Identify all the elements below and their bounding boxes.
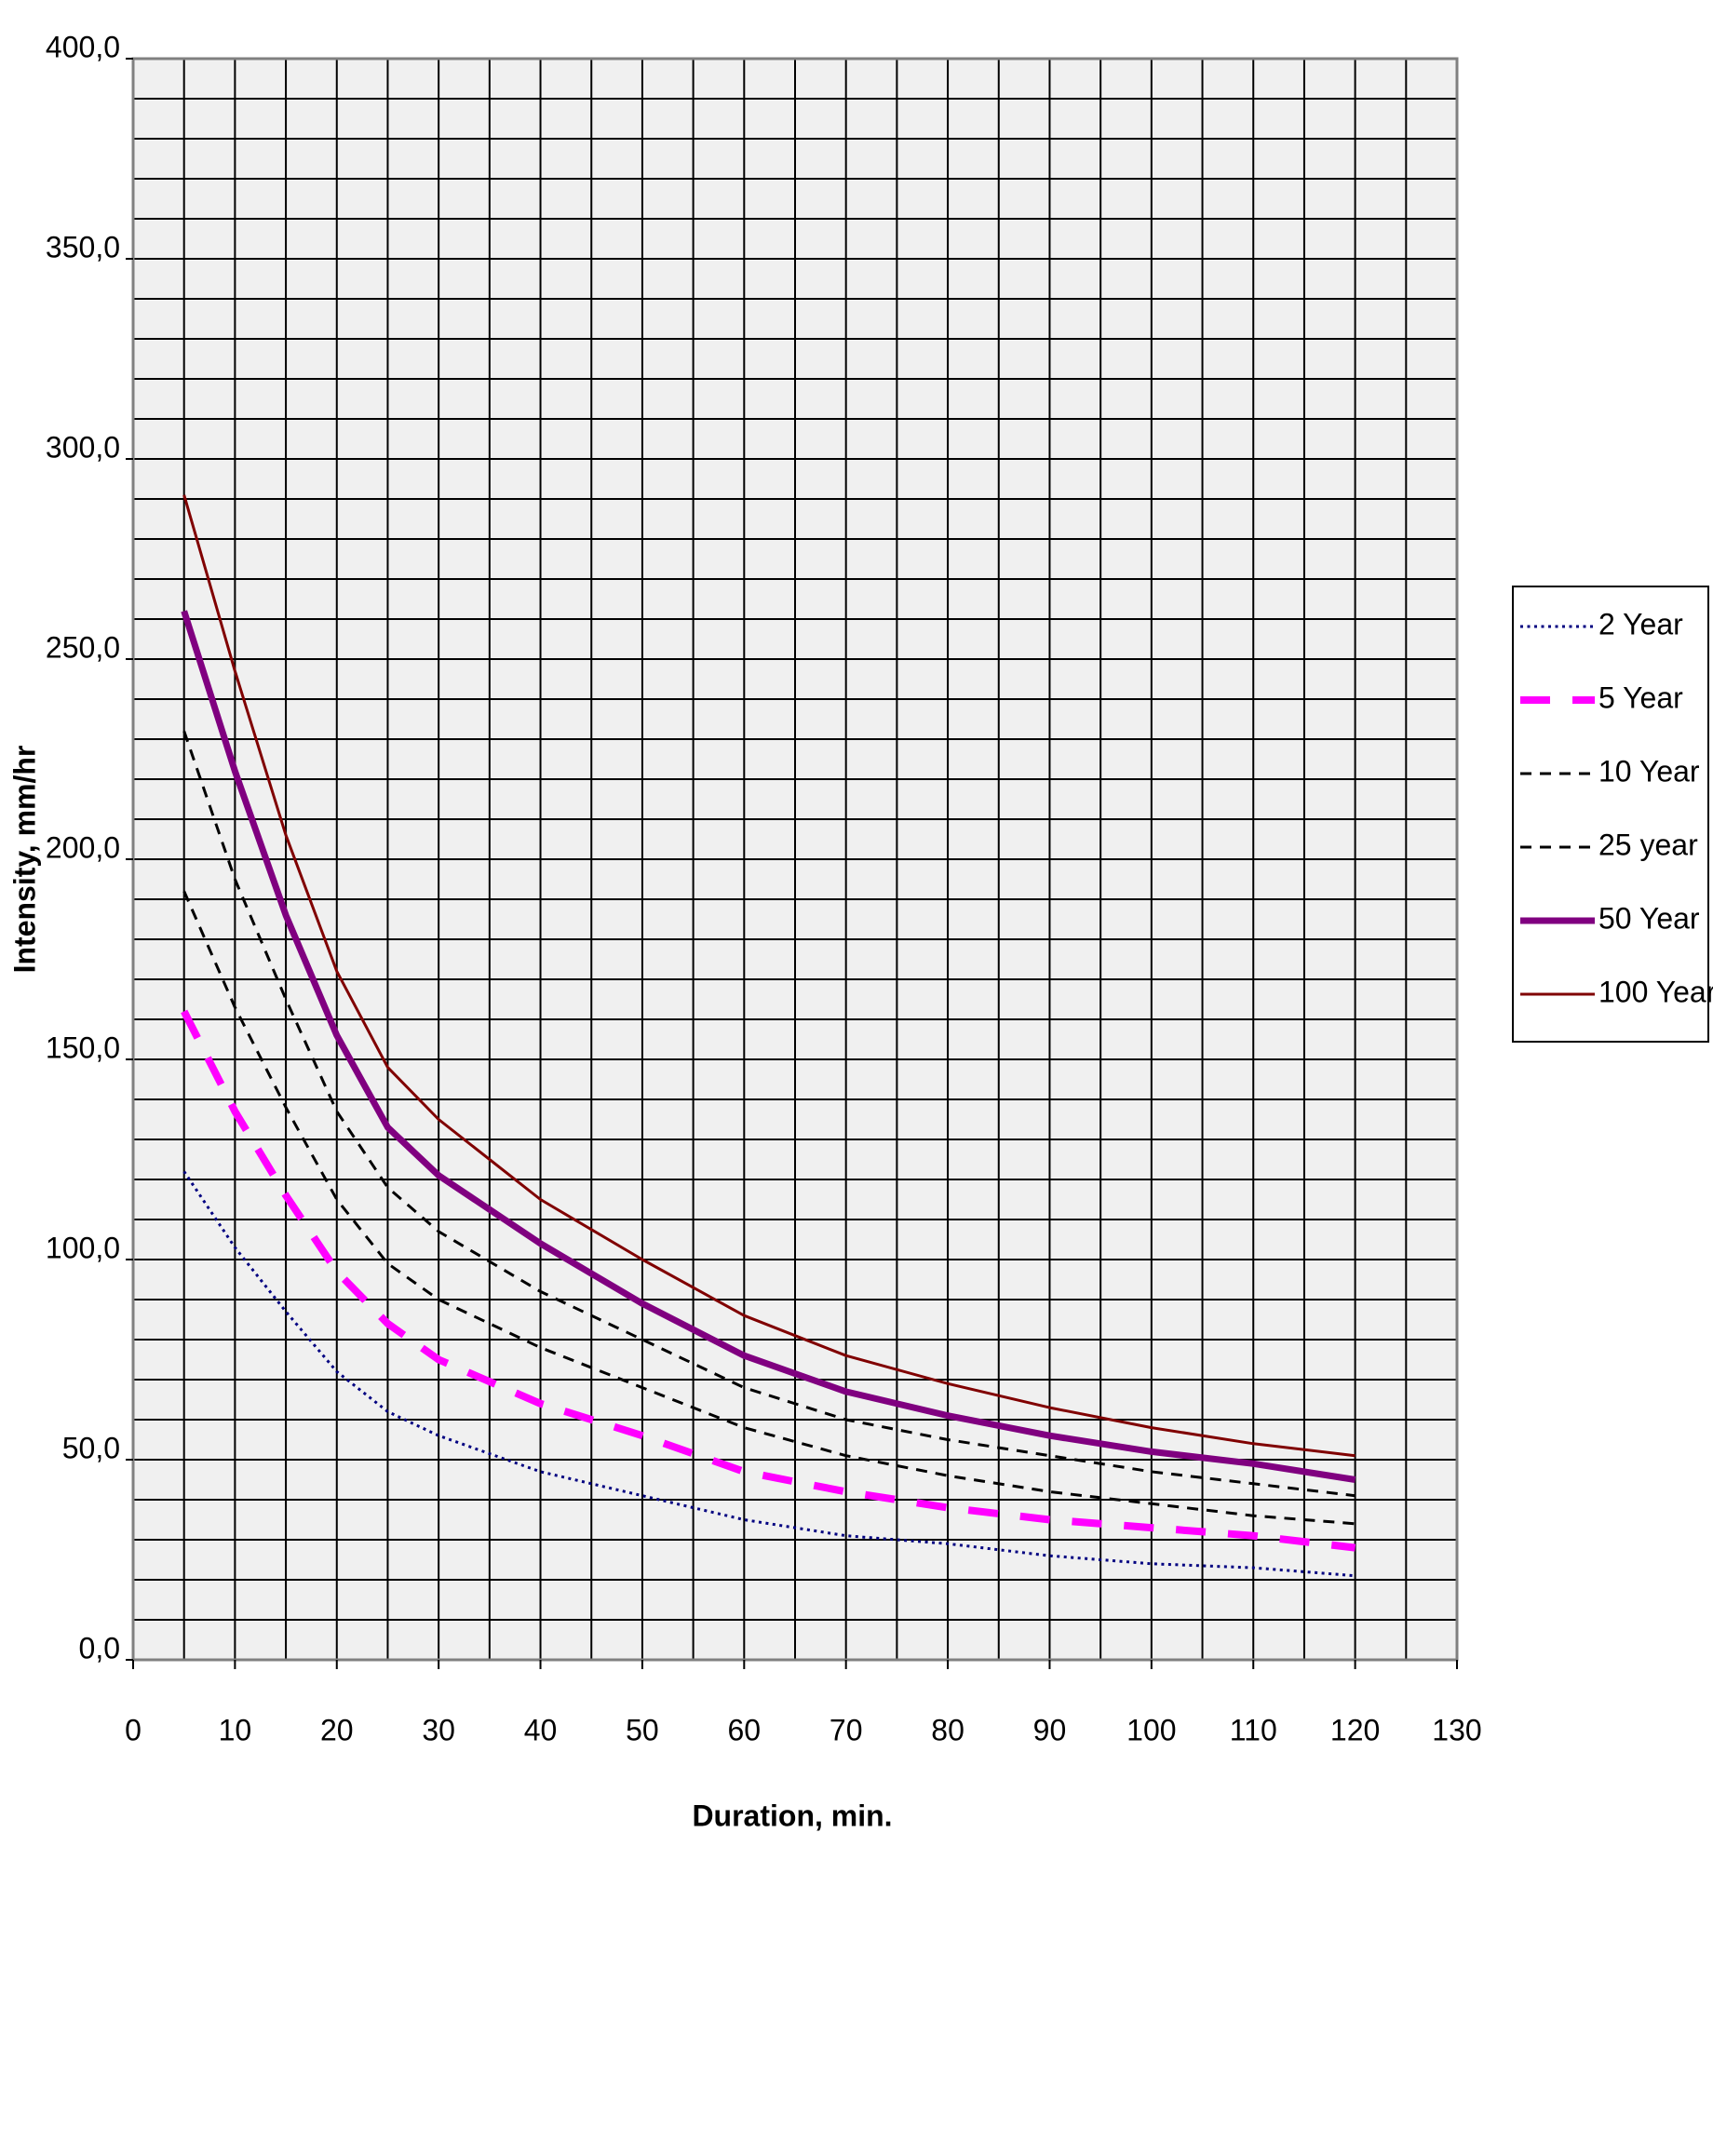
y-tick-label: 0,0 bbox=[79, 1631, 120, 1664]
y-tick-label: 300,0 bbox=[46, 430, 120, 464]
legend-label: 2 Year bbox=[1598, 607, 1683, 640]
y-tick-label: 50,0 bbox=[62, 1431, 120, 1464]
y-tick-label: 400,0 bbox=[46, 30, 120, 63]
legend-label: 10 Year bbox=[1598, 754, 1700, 788]
x-tick-label: 130 bbox=[1432, 1713, 1481, 1746]
x-tick-label: 100 bbox=[1126, 1713, 1176, 1746]
y-tick-label: 200,0 bbox=[46, 830, 120, 864]
series-line bbox=[181, 610, 1356, 1483]
x-tick-label: 10 bbox=[219, 1713, 252, 1746]
x-tick-label: 20 bbox=[320, 1713, 354, 1746]
legend-label: 50 Year bbox=[1598, 901, 1700, 935]
x-tick-label: 60 bbox=[728, 1713, 762, 1746]
series-line bbox=[182, 890, 1356, 1526]
y-tick-label: 100,0 bbox=[46, 1231, 120, 1264]
x-tick-label: 50 bbox=[626, 1713, 659, 1746]
series-line bbox=[182, 494, 1356, 1458]
x-tick-label: 120 bbox=[1330, 1713, 1380, 1746]
y-tick-label: 350,0 bbox=[46, 230, 120, 263]
series-line bbox=[181, 1009, 1356, 1552]
y-tick-label: 150,0 bbox=[46, 1031, 120, 1064]
x-tick-label: 0 bbox=[125, 1713, 142, 1746]
legend: 2 Year 5 Year 10 Year 25 year 50 Year 100 Yea… bbox=[1512, 586, 1713, 1043]
x-tick-label: 80 bbox=[931, 1713, 964, 1746]
x-tick-label: 110 bbox=[1230, 1713, 1277, 1746]
y-tick-label: 250,0 bbox=[46, 630, 120, 664]
x-tick-label: 90 bbox=[1033, 1713, 1067, 1746]
legend-label: 5 Year bbox=[1598, 680, 1683, 714]
x-tick-label: 30 bbox=[422, 1713, 455, 1746]
x-axis-label: Duration, min. bbox=[692, 1799, 892, 1832]
x-tick-label: 70 bbox=[830, 1713, 863, 1746]
y-axis-label: Intensity, mm/hr bbox=[7, 746, 41, 974]
series-line bbox=[182, 730, 1356, 1498]
legend-box bbox=[1512, 586, 1709, 1043]
x-tick-label: 40 bbox=[524, 1713, 558, 1746]
legend-label: 25 year bbox=[1598, 828, 1698, 861]
legend-label: 100 Year bbox=[1598, 975, 1713, 1008]
